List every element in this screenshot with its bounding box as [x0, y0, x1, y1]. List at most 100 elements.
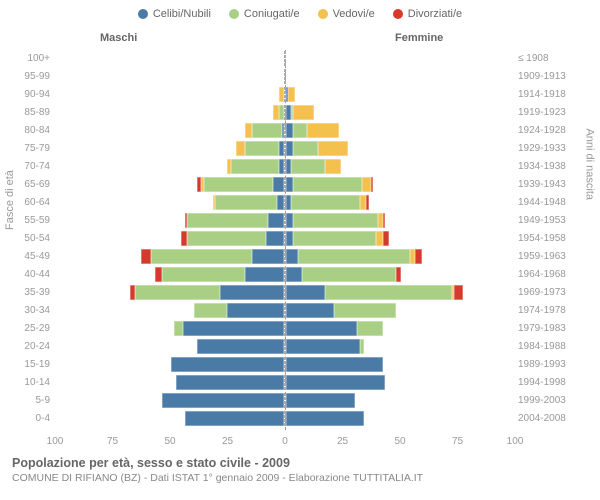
bar-segment — [181, 231, 188, 246]
bar-segment — [291, 159, 326, 174]
bar-segment — [325, 285, 452, 300]
cohort-label: 1974-1978 — [518, 305, 578, 316]
bar-segment — [293, 105, 314, 120]
age-label: 55-59 — [12, 215, 50, 226]
bar-segment — [293, 213, 378, 228]
bar-segment — [415, 249, 422, 264]
cohort-label: ≤ 1908 — [518, 53, 578, 64]
bar-female — [285, 177, 373, 192]
bar-segment — [318, 141, 348, 156]
cohort-label: 1964-1968 — [518, 269, 578, 280]
age-label: 75-79 — [12, 143, 50, 154]
bar-segment — [293, 123, 307, 138]
bar-female — [285, 195, 369, 210]
bar-segment — [245, 123, 252, 138]
table-row: 65-691939-1943 — [55, 176, 515, 193]
bar-female — [285, 249, 422, 264]
bar-segment — [252, 249, 284, 264]
bar-segment — [273, 105, 280, 120]
bar-male — [197, 177, 285, 192]
chart-footer: Popolazione per età, sesso e stato civil… — [12, 456, 423, 484]
bar-segment — [176, 375, 284, 390]
cohort-label: 1949-1953 — [518, 215, 578, 226]
bar-female — [285, 267, 401, 282]
bar-segment — [273, 177, 285, 192]
cohort-label: 1914-1918 — [518, 89, 578, 100]
bar-segment — [362, 177, 371, 192]
bar-segment — [279, 87, 284, 102]
table-row: 100+≤ 1908 — [55, 50, 515, 67]
bar-female — [285, 375, 385, 390]
bar-segment — [286, 231, 293, 246]
table-row: 40-441964-1968 — [55, 266, 515, 283]
bar-segment — [252, 123, 282, 138]
bar-female — [285, 339, 364, 354]
table-row: 35-391969-1973 — [55, 284, 515, 301]
legend: Celibi/NubiliConiugati/eVedovi/eDivorzia… — [0, 0, 600, 20]
bar-female — [285, 393, 355, 408]
bar-male — [155, 267, 285, 282]
bar-segment — [141, 249, 150, 264]
bar-female — [285, 411, 364, 426]
bar-segment — [286, 375, 385, 390]
bar-segment — [293, 231, 376, 246]
bar-segment — [215, 195, 277, 210]
bar-male — [162, 393, 285, 408]
bar-female — [285, 159, 341, 174]
cohort-label: 1934-1938 — [518, 161, 578, 172]
bar-segment — [286, 249, 298, 264]
cohort-label: 2004-2008 — [518, 413, 578, 424]
x-tick: 50 — [394, 436, 405, 447]
table-row: 5-91999-2003 — [55, 392, 515, 409]
bar-female — [285, 51, 286, 66]
bar-male — [194, 303, 285, 318]
legend-item: Celibi/Nubili — [138, 8, 211, 20]
bar-male — [130, 285, 285, 300]
age-label: 5-9 — [12, 395, 50, 406]
bar-female — [285, 141, 348, 156]
bar-segment — [286, 123, 293, 138]
cohort-label: 1999-2003 — [518, 395, 578, 406]
cohort-label: 1984-1988 — [518, 341, 578, 352]
legend-label: Celibi/Nubili — [153, 8, 211, 20]
bar-female — [285, 123, 339, 138]
bar-female — [285, 213, 385, 228]
bar-segment — [282, 123, 284, 138]
bar-segment — [227, 303, 285, 318]
bar-segment — [286, 303, 334, 318]
bar-segment — [174, 321, 183, 336]
x-tick: 50 — [164, 436, 175, 447]
bar-female — [285, 285, 463, 300]
bar-male — [197, 339, 285, 354]
gender-headers: Maschi Femmine — [0, 32, 600, 50]
table-row: 90-941914-1918 — [55, 86, 515, 103]
x-tick: 75 — [107, 436, 118, 447]
age-label: 100+ — [12, 53, 50, 64]
legend-swatch — [393, 9, 403, 19]
legend-label: Coniugati/e — [244, 8, 300, 20]
bar-segment — [291, 195, 360, 210]
legend-label: Vedovi/e — [333, 8, 375, 20]
bar-segment — [155, 267, 162, 282]
bar-segment — [286, 285, 325, 300]
bar-female — [285, 87, 295, 102]
table-row: 10-141994-1998 — [55, 374, 515, 391]
bar-female — [285, 105, 314, 120]
bar-segment — [286, 339, 360, 354]
bar-segment — [245, 141, 280, 156]
age-label: 20-24 — [12, 341, 50, 352]
header-male: Maschi — [100, 32, 137, 44]
age-label: 95-99 — [12, 71, 50, 82]
bar-male — [213, 195, 285, 210]
bar-male — [227, 159, 285, 174]
table-row: 45-491959-1963 — [55, 248, 515, 265]
bar-female — [285, 357, 383, 372]
bar-segment — [366, 195, 368, 210]
bar-female — [285, 231, 389, 246]
bar-female — [285, 303, 396, 318]
bar-segment — [236, 141, 245, 156]
age-label: 40-44 — [12, 269, 50, 280]
table-row: 85-891919-1923 — [55, 104, 515, 121]
x-tick: 25 — [337, 436, 348, 447]
table-row: 15-191989-1993 — [55, 356, 515, 373]
